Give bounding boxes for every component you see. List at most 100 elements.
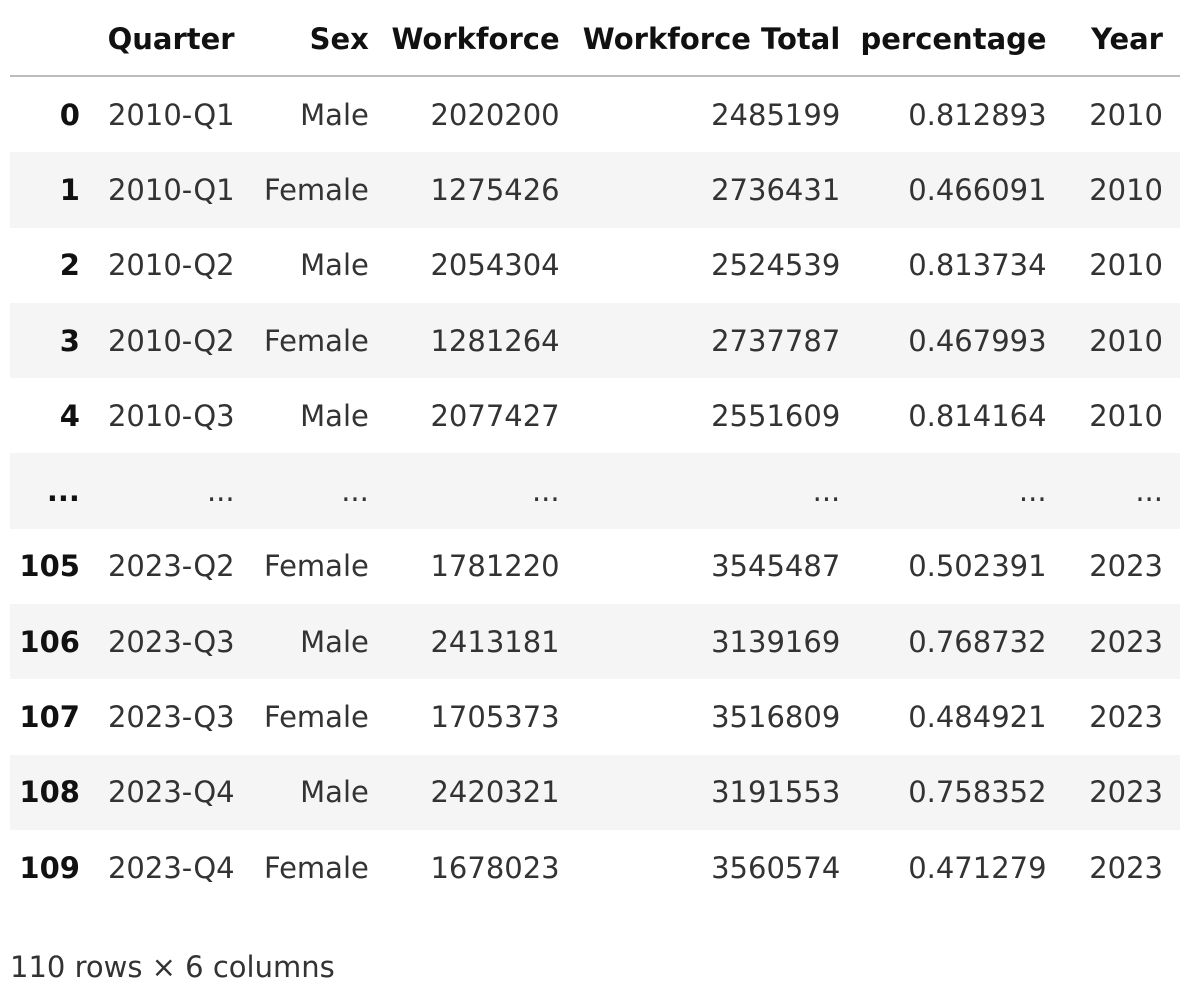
row-index: 3 xyxy=(59,323,80,358)
table-row: 2 2010-Q2 Male 2054304 2524539 0.813734 2010 xyxy=(10,228,1180,303)
column-header-percentage: percentage xyxy=(857,3,1064,77)
cell-workforce-total: 3191553 xyxy=(711,775,841,810)
cell-percentage: 0.814164 xyxy=(908,398,1047,433)
cell-quarter: 2023-Q4 xyxy=(107,775,235,810)
cell-percentage: 0.502391 xyxy=(908,549,1047,584)
cell-workforce-total: 2485199 xyxy=(711,97,841,132)
cell-sex: Male xyxy=(300,624,369,659)
cell-percentage: 0.484921 xyxy=(908,700,1047,735)
column-header-workforce-total: Workforce Total xyxy=(576,3,858,77)
table-row: 0 2010-Q1 Male 2020200 2485199 0.812893 2010 xyxy=(10,76,1180,152)
row-index: 108 xyxy=(19,775,80,810)
cell-workforce-total: 3560574 xyxy=(711,850,841,885)
cell-workforce: 1281264 xyxy=(430,323,560,358)
cell-workforce: ... xyxy=(531,474,560,509)
row-index: ... xyxy=(46,474,80,509)
cell-workforce-total: 2736431 xyxy=(711,172,841,207)
table-row: 107 2023-Q3 Female 1705373 3516809 0.484921 20… xyxy=(10,679,1180,754)
table-body: 0 2010-Q1 Male 2020200 2485199 0.812893 2010 1 2… xyxy=(10,76,1180,905)
cell-quarter: 2023-Q3 xyxy=(107,624,235,659)
row-index: 106 xyxy=(19,624,80,659)
cell-percentage: 0.466091 xyxy=(908,172,1047,207)
column-header-index xyxy=(10,3,97,77)
cell-sex: Male xyxy=(300,775,369,810)
column-header-quarter: Quarter xyxy=(96,3,252,77)
cell-year: 2023 xyxy=(1089,549,1163,584)
cell-workforce: 2413181 xyxy=(430,624,560,659)
cell-workforce-total: 3516809 xyxy=(711,700,841,735)
cell-quarter: 2010-Q2 xyxy=(107,248,235,283)
cell-year: 2023 xyxy=(1089,850,1163,885)
cell-sex: Female xyxy=(264,323,369,358)
header-row: Quarter Sex Workforce Workforce Total pe… xyxy=(10,3,1180,77)
cell-quarter: ... xyxy=(206,474,235,509)
cell-workforce: 1781220 xyxy=(430,549,560,584)
cell-year: 2010 xyxy=(1089,97,1163,132)
cell-percentage: ... xyxy=(1018,474,1047,509)
cell-workforce-total: 3545487 xyxy=(711,549,841,584)
row-index: 0 xyxy=(59,97,80,132)
cell-workforce-total: 2737787 xyxy=(711,323,841,358)
table-row: 3 2010-Q2 Female 1281264 2737787 0.467993 2010 xyxy=(10,302,1180,379)
cell-quarter: 2023-Q4 xyxy=(107,850,235,885)
cell-sex: Female xyxy=(264,172,369,207)
cell-percentage: 0.812893 xyxy=(908,97,1047,132)
shape-summary: 110 rows × 6 columns xyxy=(10,950,335,984)
cell-year: 2023 xyxy=(1089,700,1163,735)
table-row: ..................... xyxy=(10,453,1180,529)
cell-workforce: 1678023 xyxy=(430,850,560,885)
cell-sex: Female xyxy=(264,850,369,885)
row-index: 105 xyxy=(19,549,80,584)
cell-workforce: 2077427 xyxy=(430,398,560,433)
cell-sex: Female xyxy=(264,549,369,584)
table-row: 106 2023-Q3 Male 2413181 3139169 0.768732 2023 xyxy=(10,604,1180,680)
row-index: 107 xyxy=(19,700,80,735)
cell-percentage: 0.758352 xyxy=(908,775,1047,810)
table-row: 108 2023-Q4 Male 2420321 3191553 0.758352 2023 xyxy=(10,754,1180,830)
cell-workforce-total: ... xyxy=(812,474,841,509)
column-header-workforce: Workforce xyxy=(385,3,577,77)
cell-quarter: 2010-Q3 xyxy=(107,398,235,433)
cell-workforce-total: 2524539 xyxy=(711,248,841,283)
cell-workforce: 2054304 xyxy=(430,248,560,283)
cell-sex: Male xyxy=(300,398,369,433)
cell-sex: Male xyxy=(300,248,369,283)
table-row: 4 2010-Q3 Male 2077427 2551609 0.814164 2010 xyxy=(10,378,1180,453)
table-row: 1 2010-Q1 Female 1275426 2736431 0.466091 2010 xyxy=(10,152,1180,228)
dataframe-table: Quarter Sex Workforce Workforce Total pe… xyxy=(10,3,1180,905)
dataframe-output: Quarter Sex Workforce Workforce Total pe… xyxy=(10,3,1180,905)
cell-workforce: 1705373 xyxy=(430,700,560,735)
cell-sex: Female xyxy=(264,700,369,735)
cell-workforce-total: 3139169 xyxy=(711,624,841,659)
cell-quarter: 2010-Q2 xyxy=(107,323,235,358)
table-header: Quarter Sex Workforce Workforce Total pe… xyxy=(10,3,1180,77)
row-index: 109 xyxy=(19,850,80,885)
cell-percentage: 0.471279 xyxy=(908,850,1047,885)
column-header-year: Year xyxy=(1063,3,1180,77)
table-row: 109 2023-Q4 Female 1678023 3560574 0.471279 20… xyxy=(10,830,1180,905)
table-row: 105 2023-Q2 Female 1781220 3545487 0.502391 20… xyxy=(10,529,1180,604)
cell-quarter: 2023-Q3 xyxy=(107,700,235,735)
cell-workforce: 2020200 xyxy=(430,97,560,132)
row-index: 4 xyxy=(59,398,80,433)
cell-year: 2023 xyxy=(1089,624,1163,659)
cell-year: 2010 xyxy=(1089,323,1163,358)
row-index: 2 xyxy=(59,248,80,283)
cell-workforce: 1275426 xyxy=(430,172,560,207)
cell-workforce-total: 2551609 xyxy=(711,398,841,433)
cell-year: 2010 xyxy=(1089,398,1163,433)
cell-percentage: 0.813734 xyxy=(908,248,1047,283)
cell-year: 2010 xyxy=(1089,248,1163,283)
cell-year: 2023 xyxy=(1089,775,1163,810)
cell-year: 2010 xyxy=(1089,172,1163,207)
row-index: 1 xyxy=(59,172,80,207)
cell-percentage: 0.467993 xyxy=(908,323,1047,358)
cell-quarter: 2010-Q1 xyxy=(107,172,235,207)
cell-sex: ... xyxy=(341,474,369,509)
cell-percentage: 0.768732 xyxy=(908,624,1047,659)
cell-year: ... xyxy=(1135,474,1163,509)
cell-sex: Male xyxy=(300,97,369,132)
cell-workforce: 2420321 xyxy=(430,775,560,810)
column-header-sex: Sex xyxy=(251,3,386,77)
cell-quarter: 2010-Q1 xyxy=(107,97,235,132)
